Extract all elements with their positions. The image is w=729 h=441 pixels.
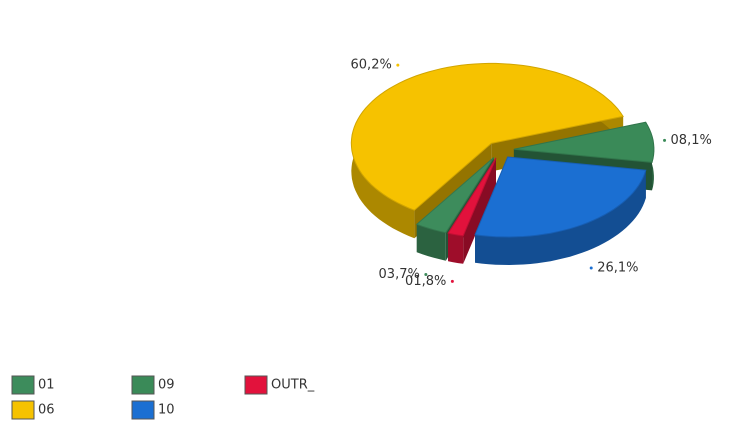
slice: [447, 157, 497, 237]
legend-label: OUTR_: [271, 378, 315, 393]
label-dot: [396, 63, 400, 67]
label-dot: [663, 138, 667, 142]
label-dot: [589, 266, 593, 270]
slice: [474, 156, 647, 238]
legend-swatch: [11, 375, 35, 395]
slice-side: [416, 224, 446, 261]
data-label: 03,7%: [379, 267, 420, 282]
data-label: 01,8%: [405, 274, 446, 289]
label-dot: [424, 273, 428, 277]
legend-label: 09: [158, 378, 175, 393]
legend-label: 06: [38, 403, 55, 418]
label-dot: [450, 279, 454, 283]
slice: [415, 157, 495, 234]
legend-swatch: [244, 375, 268, 395]
legend-swatch: [131, 375, 155, 395]
data-label: 26,1%: [597, 261, 638, 276]
legend-label: 10: [158, 403, 175, 418]
legend-swatch: [131, 400, 155, 420]
slice-side: [448, 233, 464, 264]
legend-label: 01: [38, 378, 55, 393]
pie-tops: [350, 62, 655, 238]
slice-side: [475, 170, 646, 265]
legend-swatch: [11, 400, 35, 420]
data-label: 08,1%: [671, 133, 712, 148]
slice: [513, 121, 655, 163]
data-label: 60,2%: [351, 58, 392, 73]
slice: [350, 62, 624, 211]
